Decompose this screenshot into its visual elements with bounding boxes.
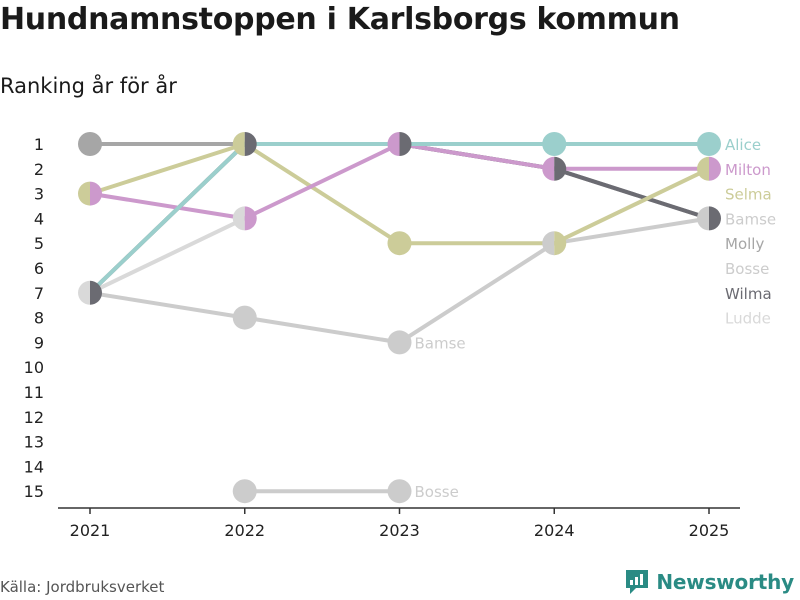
y-tick-label-1: 1 [34,135,44,154]
series-line-bamse-2024-2025 [552,216,711,246]
point-2025-rank-4-bamse-half [697,206,709,231]
series-line-selma-2021-2022 [88,142,247,196]
series-line-milton-2023-2024 [397,142,557,171]
legend-label-alice: Alice [725,136,761,154]
y-tick-label-10: 10 [24,358,44,377]
x-tick-label-2023: 2023 [379,521,420,540]
point-2025-rank-2-selma-half [697,156,709,181]
y-tick-label-13: 13 [24,433,44,452]
brand-name: Newsworthy [656,570,794,594]
y-tick-label-14: 14 [24,457,44,476]
y-tick-label-8: 8 [34,309,44,328]
legend-label-bosse: Bosse [725,260,769,278]
point-2023-rank-1-milton-half [387,132,400,156]
legend-label-selma: Selma [725,186,772,204]
series-line-selma-2022-2023 [242,142,402,246]
series-line-ludde-2021-2022 [88,216,247,295]
series-line-bamse-2023-2024 [397,241,557,345]
series-line-bamse-2022-2023 [242,315,402,345]
x-tick-label-2021: 2021 [70,521,111,540]
legend-label-milton: Milton [725,161,771,179]
point-2023-rank-1-wilma-half [399,132,412,156]
y-tick-label-15: 15 [24,482,44,501]
source-note: Källa: Jordbruksverket [0,578,165,596]
point-2025-rank-2-milton-half [709,156,721,181]
legend-label-molly: Molly [725,235,764,253]
point-2024-rank-2-milton-half [542,156,555,181]
legend-label-ludde: Ludde [725,310,771,328]
chart-title: Hundnamnstoppen i Karlsborgs kommun [0,2,680,37]
point-2022-rank-4-milton-half [244,206,257,231]
newsworthy-logo-icon [626,570,649,594]
point-2023-rank-9-bamse [387,330,412,355]
y-tick-label-3: 3 [34,185,44,204]
x-tick-label-2025: 2025 [689,521,730,540]
series-line-milton-2021-2022 [88,191,247,221]
series-line-wilma-2024-2025 [552,166,711,221]
point-2022-rank-8-bamse [232,305,257,330]
point-2021-rank-3-selma-half [78,181,90,206]
legend-label-wilma: Wilma [725,285,772,303]
point-2023-rank-5-selma [387,231,412,256]
series-line-bamse-2021-2022 [88,290,247,320]
point-2022-rank-15-bosse [232,479,257,504]
point-2022-rank-1-wilma-half [244,132,257,156]
y-tick-label-5: 5 [34,234,44,253]
y-tick-label-2: 2 [34,160,44,179]
series-line-milton-2022-2023 [242,142,402,221]
inline-label-bamse-2023: Bamse [415,334,466,352]
y-tick-label-4: 4 [34,209,44,228]
inline-label-bosse-2023: Bosse [415,483,459,501]
point-2023-rank-15-bosse [387,479,412,504]
y-tick-label-12: 12 [24,408,44,427]
point-2024-rank-5-bamse-half [542,231,555,256]
series-line-selma-2024-2025 [552,166,711,246]
point-2021-rank-7-ludde-half [78,280,90,305]
point-2021-rank-7-wilma-half [90,280,102,305]
y-tick-label-6: 6 [34,259,44,278]
point-2022-rank-4-ludde-half [232,206,245,231]
x-tick-label-2024: 2024 [534,521,575,540]
point-2025-rank-1-alice [697,132,721,156]
point-2021-rank-1-molly [78,132,102,156]
y-tick-label-9: 9 [34,333,44,352]
series-line-alice-2021-2022 [88,142,247,295]
point-2022-rank-1-selma-half [232,132,245,156]
point-2024-rank-1-alice [542,132,567,156]
point-2024-rank-5-selma-half [554,231,567,256]
y-tick-label-7: 7 [34,284,44,303]
point-2025-rank-4-wilma-half [709,206,721,231]
x-tick-label-2022: 2022 [224,521,265,540]
legend-label-bamse: Bamse [725,210,776,228]
y-tick-label-11: 11 [24,383,44,402]
chart-subtitle: Ranking år för år [0,74,177,98]
point-2024-rank-2-wilma-half [554,156,567,181]
point-2021-rank-3-milton-half [90,181,102,206]
brand-logo: Newsworthy [624,568,794,596]
